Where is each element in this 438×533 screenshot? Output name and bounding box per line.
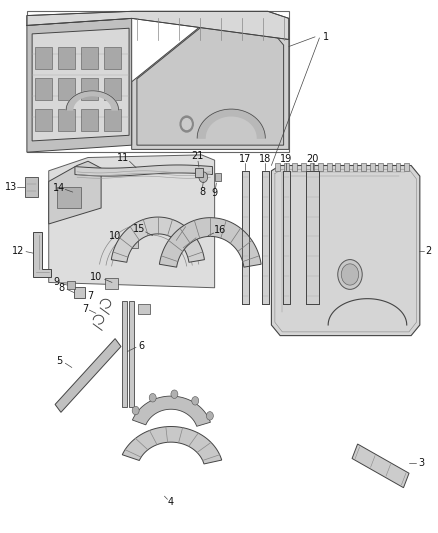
Polygon shape: [55, 338, 121, 413]
Text: 20: 20: [307, 154, 319, 164]
Bar: [104, 46, 121, 69]
Bar: [81, 109, 98, 131]
Text: 7: 7: [88, 290, 94, 301]
Bar: [25, 177, 38, 197]
Text: 2: 2: [425, 246, 432, 255]
Text: 6: 6: [138, 341, 145, 351]
Bar: [361, 163, 366, 171]
Circle shape: [199, 172, 208, 182]
Bar: [35, 46, 52, 69]
Bar: [310, 163, 314, 171]
Polygon shape: [137, 20, 284, 145]
Bar: [58, 46, 75, 69]
Text: 1: 1: [323, 32, 329, 42]
Circle shape: [206, 411, 213, 420]
Polygon shape: [242, 171, 249, 304]
Text: 15: 15: [132, 224, 145, 235]
Bar: [27, 11, 289, 152]
Bar: [318, 163, 323, 171]
Circle shape: [341, 264, 359, 285]
Polygon shape: [262, 171, 269, 304]
Bar: [387, 163, 392, 171]
Circle shape: [132, 406, 139, 415]
Bar: [370, 163, 374, 171]
Bar: [104, 109, 121, 131]
Polygon shape: [272, 165, 420, 336]
Bar: [396, 163, 400, 171]
Polygon shape: [122, 301, 127, 407]
Polygon shape: [129, 301, 134, 407]
Bar: [126, 238, 138, 248]
Polygon shape: [111, 217, 205, 262]
Bar: [58, 77, 75, 100]
Text: 8: 8: [199, 187, 205, 197]
Bar: [67, 281, 75, 289]
Bar: [35, 109, 52, 131]
Text: 10: 10: [109, 231, 121, 241]
Bar: [215, 173, 221, 181]
Bar: [74, 287, 85, 298]
Text: 18: 18: [259, 154, 272, 164]
Text: 13: 13: [5, 182, 17, 192]
Text: 17: 17: [239, 154, 251, 164]
Bar: [344, 163, 349, 171]
Text: 4: 4: [168, 497, 174, 507]
Polygon shape: [283, 171, 290, 304]
Bar: [336, 163, 340, 171]
Bar: [301, 163, 306, 171]
Polygon shape: [159, 217, 261, 267]
Circle shape: [171, 390, 178, 399]
Bar: [293, 163, 297, 171]
Polygon shape: [33, 232, 51, 277]
Text: 14: 14: [53, 183, 65, 193]
Bar: [57, 187, 81, 208]
Text: 8: 8: [59, 283, 65, 293]
Bar: [284, 163, 289, 171]
Bar: [194, 167, 203, 177]
Polygon shape: [132, 396, 210, 426]
Polygon shape: [75, 165, 212, 176]
Text: 11: 11: [117, 152, 129, 163]
Polygon shape: [27, 11, 289, 39]
Text: 7: 7: [82, 304, 88, 314]
Bar: [276, 163, 280, 171]
Bar: [58, 109, 75, 131]
Bar: [327, 163, 332, 171]
Bar: [35, 77, 52, 100]
Polygon shape: [197, 109, 265, 138]
Text: 5: 5: [57, 356, 63, 366]
Bar: [378, 163, 383, 171]
Circle shape: [180, 116, 193, 132]
Circle shape: [182, 119, 191, 130]
Text: 12: 12: [12, 246, 25, 255]
Polygon shape: [306, 171, 319, 304]
Bar: [353, 163, 357, 171]
Polygon shape: [49, 161, 101, 224]
Circle shape: [192, 397, 199, 405]
Polygon shape: [27, 18, 132, 152]
Bar: [104, 77, 121, 100]
Polygon shape: [122, 426, 222, 464]
Bar: [106, 278, 118, 289]
Text: 19: 19: [280, 154, 292, 164]
Bar: [81, 77, 98, 100]
Bar: [138, 304, 150, 314]
Bar: [81, 46, 98, 69]
Text: 16: 16: [214, 225, 226, 236]
Text: 3: 3: [418, 458, 424, 468]
Circle shape: [149, 393, 156, 402]
Bar: [404, 163, 409, 171]
Polygon shape: [66, 91, 119, 110]
Text: 10: 10: [90, 272, 102, 282]
Polygon shape: [352, 444, 409, 488]
Text: 21: 21: [191, 151, 204, 161]
Polygon shape: [49, 155, 215, 288]
Polygon shape: [32, 28, 129, 141]
Text: 9: 9: [53, 278, 59, 287]
Circle shape: [338, 260, 362, 289]
Text: 9: 9: [212, 188, 218, 198]
Polygon shape: [132, 14, 289, 149]
